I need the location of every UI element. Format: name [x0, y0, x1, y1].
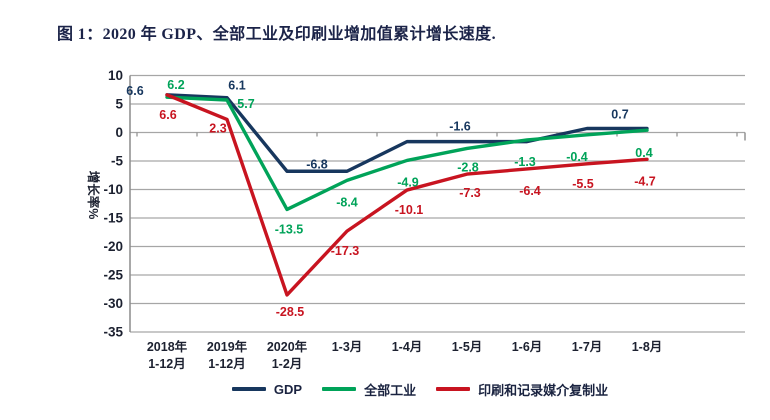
legend-label: 全部工业 [364, 382, 417, 398]
data-label: -13.5 [275, 222, 304, 236]
data-label: -5.5 [572, 177, 594, 191]
y-tick-label: -20 [103, 239, 123, 254]
legend-line-swatch [436, 387, 471, 391]
y-tick-label: 5 [115, 97, 123, 112]
y-tick-label: 0 [115, 125, 123, 140]
data-label: -4.9 [397, 175, 419, 189]
y-tick-label: -30 [103, 296, 123, 311]
y-tick-label: -5 [111, 154, 123, 169]
data-label: -8.4 [336, 195, 358, 209]
x-tick-label: 1-8月 [632, 340, 663, 354]
legend-label: GDP [273, 381, 303, 397]
series-line-1 [165, 95, 649, 212]
data-label: 6.1 [228, 79, 245, 93]
data-label: -10.1 [395, 203, 424, 217]
y-tick-label: -10 [103, 182, 123, 197]
data-label: -17.3 [331, 244, 360, 258]
data-label: 2.3 [209, 121, 226, 135]
data-label: 0.4 [635, 146, 652, 160]
x-tick-label: 2019年 [207, 339, 248, 354]
series-line-2 [165, 93, 649, 297]
legend-item-0: GDP [231, 381, 303, 397]
data-label: 0.7 [611, 108, 628, 122]
x-tick-label: 1-7月 [572, 340, 603, 354]
legend-line-swatch [231, 387, 266, 391]
figure-title: 图 1：2020 年 GDP、全部工业及印刷业增加值累计增长速度. [57, 26, 496, 43]
data-label: -1.6 [449, 120, 471, 134]
legend-item-1: 全部工业 [322, 380, 416, 399]
x-tick-label: 2020年 [267, 339, 308, 354]
data-label: -2.8 [457, 160, 479, 174]
y-axis-title: 增长率% [86, 171, 101, 220]
series-line-0 [165, 93, 649, 173]
y-tick-label: 10 [108, 68, 123, 83]
data-label: -7.3 [459, 186, 481, 200]
legend-line-swatch [322, 387, 357, 391]
data-label: -0.4 [566, 150, 588, 164]
data-label: -1.3 [514, 155, 536, 169]
x-tick-label: 2018年 [147, 339, 188, 354]
x-tick-label: 1-4月 [392, 340, 423, 354]
data-label: 6.6 [159, 108, 176, 122]
y-tick-label: -15 [103, 211, 123, 226]
data-label: 6.6 [126, 84, 143, 98]
data-label: 6.2 [167, 78, 184, 92]
x-tick-label: 1-3月 [332, 340, 363, 354]
legend-label: 印刷和记录媒介复制业 [478, 382, 609, 398]
legend-item-2: 印刷和记录媒介复制业 [436, 380, 608, 399]
data-label: 5.7 [237, 97, 254, 111]
data-label: -28.5 [276, 305, 305, 319]
y-tick-label: -25 [103, 268, 123, 283]
data-label: -6.8 [306, 157, 328, 171]
chart-legend: GDP 全部工业 印刷和记录媒介复制业 [0, 376, 770, 402]
data-label: -6.4 [519, 184, 541, 198]
x-tick-label: 1-6月 [512, 340, 543, 354]
data-label: -4.7 [634, 174, 656, 188]
x-tick-label: 1-12月 [148, 357, 186, 371]
x-tick-label: 1-5月 [452, 340, 483, 354]
y-tick-label: -35 [103, 325, 123, 340]
x-tick-label: 1-12月 [208, 357, 246, 371]
x-tick-label: 1-2月 [272, 357, 303, 371]
